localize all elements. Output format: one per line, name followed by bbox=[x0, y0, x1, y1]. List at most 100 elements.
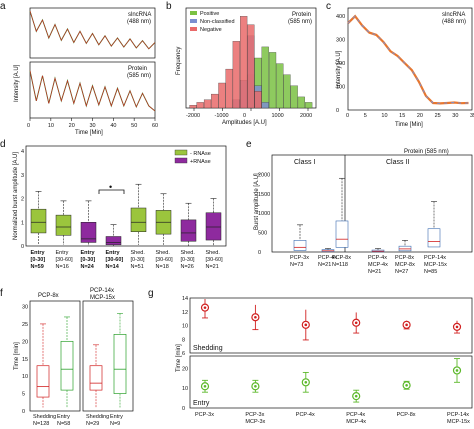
c-xtick-label: 10 bbox=[381, 113, 387, 119]
d-ytick-label: 0 bbox=[21, 244, 24, 250]
legend-nonclassified: Non-classified bbox=[200, 19, 235, 25]
panel-d-frame bbox=[25, 145, 227, 247]
g-entry-point-center bbox=[254, 384, 257, 388]
g-bottom-ytick-label: 20 bbox=[182, 366, 188, 372]
panel-e-class1: Class I bbox=[294, 159, 315, 166]
f-box bbox=[89, 365, 103, 391]
panel-g-shedding-label: Shedding bbox=[193, 345, 223, 352]
panel-b-xlabel: Amplitudes [A.U] bbox=[222, 120, 267, 126]
legend-negative: Negative bbox=[200, 27, 222, 33]
g-entry-point-center bbox=[203, 384, 207, 388]
d-group-line2: [30-60] bbox=[56, 257, 74, 263]
d-group-line1: Shed. bbox=[156, 250, 171, 256]
b-bar bbox=[203, 99, 212, 109]
e-group-line1: PCP-14x bbox=[424, 255, 446, 261]
panel-e-letter: e bbox=[246, 139, 252, 150]
g-shedding-point-center bbox=[203, 306, 207, 309]
panel-g-points bbox=[200, 299, 462, 403]
legend-swatch-negative bbox=[190, 27, 197, 31]
b-bar bbox=[225, 68, 233, 109]
panel-b-bars bbox=[189, 16, 313, 109]
c-xtick-label: 20 bbox=[417, 113, 423, 119]
d-group-n: N=26 bbox=[181, 264, 194, 270]
b-bar bbox=[232, 41, 240, 109]
panel-a-bottom-label: Protein (585 nm) bbox=[127, 66, 151, 79]
panel-f-ylabel: Time [min] bbox=[14, 342, 20, 370]
panel-d: d - RNAse +RNAse 0 1 2 3 4 • Normalized burs… bbox=[0, 139, 227, 270]
panel-c-xlabel: Time [Min] bbox=[395, 122, 423, 128]
panel-e-xlabels: PCP-3xN=73PCP-4xN=21PCP-8xN=118PCP-4xMCP… bbox=[290, 255, 447, 275]
panel-a-top-label: slncRNA (488 nm) bbox=[127, 12, 151, 25]
panel-d-letter: d bbox=[0, 139, 6, 150]
panel-a: a slncRNA (488 nm) Protein (585 nm) Intens… bbox=[0, 1, 158, 136]
f-group-n: N=9 bbox=[110, 421, 120, 427]
b-xtick-label: -1000 bbox=[215, 113, 229, 119]
a-xtick-label: 50 bbox=[131, 123, 137, 129]
d-group-line1: Entry bbox=[31, 250, 46, 256]
panel-c-trace bbox=[347, 14, 469, 105]
d-group-line1: Entry bbox=[56, 250, 69, 256]
panel-a-xlabel: Time [Min] bbox=[75, 130, 103, 136]
d-group-line1: Entry bbox=[106, 250, 121, 256]
panel-f-left-title: PCP-8x bbox=[38, 293, 59, 299]
panel-g-entry-label: Entry bbox=[193, 400, 210, 407]
g-top-ytick-label: 8 bbox=[182, 337, 185, 343]
c-ytick-label: 0 bbox=[336, 108, 339, 114]
d-ytick-label: 2 bbox=[21, 197, 24, 203]
b-bar bbox=[218, 82, 226, 109]
panel-e-class2: Class II bbox=[386, 159, 409, 166]
c-xtick-label: 5 bbox=[364, 113, 367, 119]
b-xtick-label: -2000 bbox=[186, 113, 200, 119]
panel-c-frame bbox=[347, 7, 473, 111]
panel-g-letter: g bbox=[148, 288, 154, 299]
panel-a-top-label-2: (488 nm) bbox=[127, 19, 151, 25]
e-box bbox=[293, 240, 307, 251]
panel-e-top: Protein (585 nm) bbox=[404, 149, 449, 155]
f-ytick-label: 25 bbox=[22, 322, 28, 328]
panel-e-boxes bbox=[293, 177, 441, 253]
f-ytick-label: 5 bbox=[22, 392, 25, 398]
e-group-n: N=73 bbox=[290, 262, 303, 268]
d-group-line1: Shed. bbox=[131, 250, 146, 256]
e-group-line2: MCP-8x bbox=[395, 262, 415, 268]
g-entry-point-center bbox=[354, 394, 358, 398]
e-box bbox=[335, 220, 349, 248]
g-bottom-ytick-label: 10 bbox=[182, 386, 188, 392]
d-group-line2: [0-30] bbox=[81, 257, 96, 263]
panel-f-xlabels: SheddingN=128EntryN=58SheddingN=29EntryN… bbox=[33, 414, 123, 427]
d-box bbox=[180, 219, 197, 242]
c-ytick-label: 100 bbox=[336, 85, 345, 91]
d-group-line1: Shed. bbox=[181, 250, 196, 256]
f-group-name: Shedding bbox=[33, 414, 56, 420]
significance-star: • bbox=[109, 182, 112, 192]
f-ytick-label: 20 bbox=[22, 339, 28, 345]
f-ytick-label: 10 bbox=[22, 374, 28, 380]
e-group-line1: PCP-3x bbox=[290, 255, 309, 261]
d-box bbox=[30, 208, 47, 234]
b-bar bbox=[247, 24, 255, 109]
b-bar bbox=[297, 96, 305, 109]
g-cat-line1: PCP-3x bbox=[195, 412, 214, 418]
d-group-n: N=18 bbox=[156, 264, 169, 270]
g-cat-line1: PCP-8x bbox=[397, 412, 416, 418]
a-xtick-label: 0 bbox=[27, 123, 30, 129]
g-top-ytick-label: 14 bbox=[182, 296, 188, 302]
g-cat-line1: PCP-4x bbox=[346, 412, 365, 418]
f-box bbox=[36, 365, 50, 398]
e-group-line1: PCP-8x bbox=[332, 255, 351, 261]
g-entry-point-center bbox=[455, 369, 459, 372]
panel-c-ylabel: Intensity [A.U] bbox=[336, 50, 342, 88]
e-group-n: N=27 bbox=[395, 269, 408, 275]
legend-swatch-plus-rnase bbox=[174, 157, 188, 164]
c-xtick-label: 30 bbox=[452, 113, 458, 119]
b-bar bbox=[240, 16, 248, 109]
e-ytick-label: 500 bbox=[258, 231, 267, 237]
g-cat-line1: PCP-4x bbox=[296, 412, 315, 418]
panel-a-bottom-label-1: Protein bbox=[128, 66, 147, 72]
e-group-n: N=21 bbox=[368, 269, 381, 275]
panel-a-top-label-1: slncRNA bbox=[128, 12, 151, 18]
panel-g-bottom-frame bbox=[189, 355, 473, 409]
f-group-n: N=29 bbox=[86, 421, 99, 427]
panel-f-yticks: 0 5 10 15 20 25 30 bbox=[22, 305, 28, 416]
